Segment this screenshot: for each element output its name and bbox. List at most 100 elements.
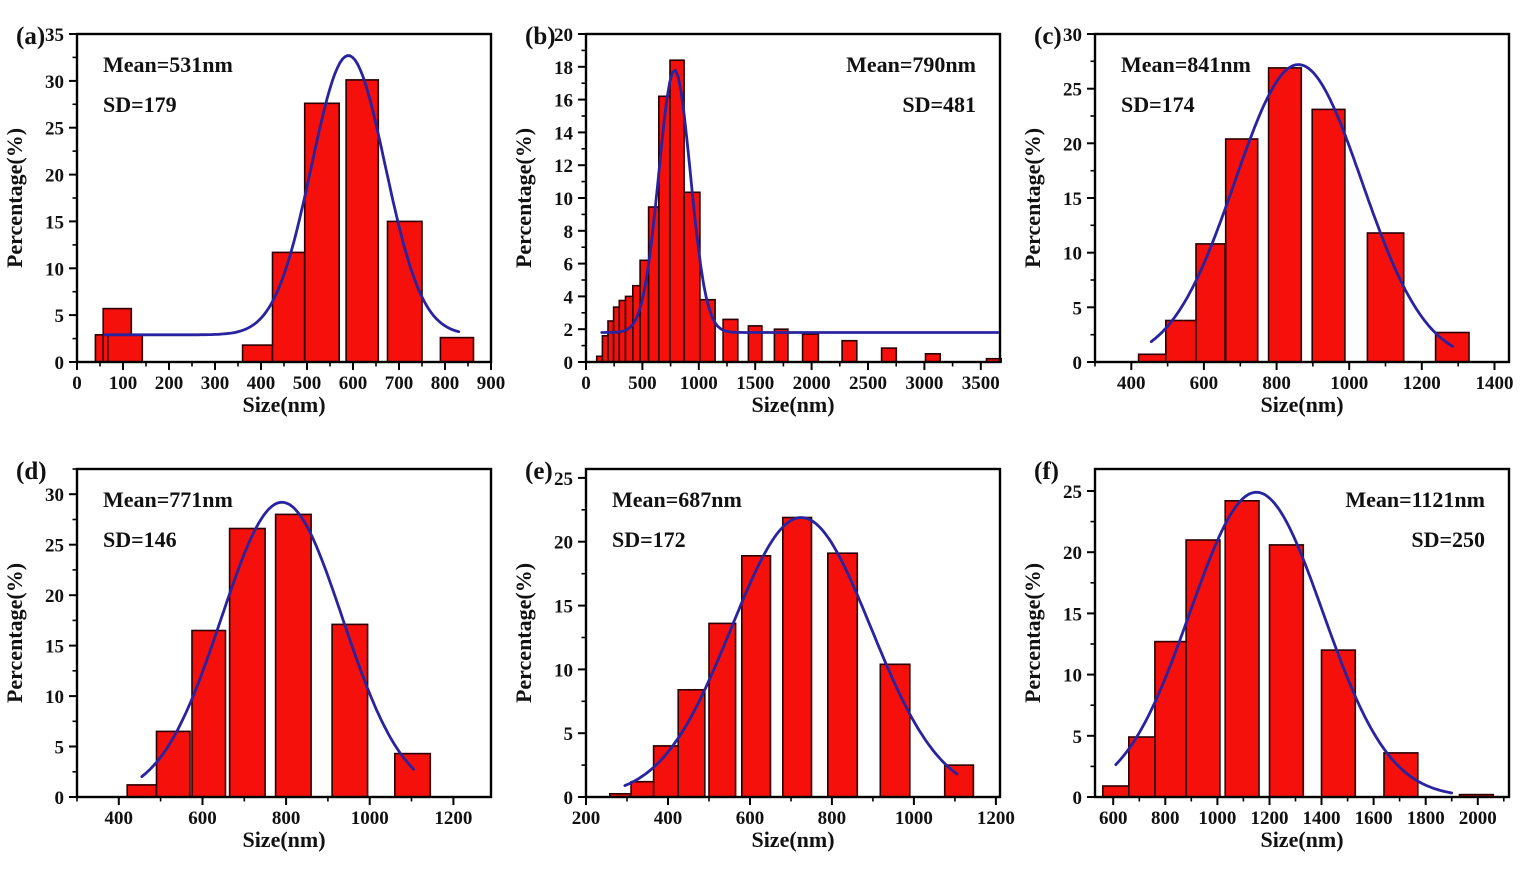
x-tick-label: 800 <box>272 808 301 829</box>
y-axis-title: Percentage(%) <box>2 128 27 268</box>
histogram-bar <box>826 552 859 798</box>
x-tick-label: 2000 <box>1459 808 1497 829</box>
x-tick-label: 1000 <box>1330 373 1368 394</box>
histogram-bar <box>943 764 975 798</box>
x-tick-label: 600 <box>1099 808 1128 829</box>
panel-letter: (b) <box>525 23 556 50</box>
histogram-bar <box>880 347 898 363</box>
y-tick-label: 15 <box>45 212 64 233</box>
y-tick-label: 0 <box>1073 788 1083 809</box>
y-tick-label: 0 <box>55 353 65 374</box>
fit-curve <box>140 500 415 778</box>
y-tick-label: 10 <box>1063 666 1082 687</box>
histogram-panel-e: 200 400 600 800 1000 1200 0 5 10 15 20 25 Size(nm) Pe… <box>511 458 1015 852</box>
x-tick-label: 800 <box>431 373 460 394</box>
x-tick-label: 1400 <box>1303 808 1341 829</box>
histogram-bar <box>741 555 772 798</box>
y-tick-label: 5 <box>1073 298 1083 319</box>
histogram-bar <box>107 333 144 363</box>
histogram-bar <box>271 251 306 363</box>
x-tick-label: 600 <box>339 373 368 394</box>
x-tick-label: 3000 <box>905 373 943 394</box>
x-tick-label: 1400 <box>1476 373 1514 394</box>
y-tick-label: 5 <box>55 738 65 759</box>
histogram-panel-c: 400 600 800 1000 1200 1400 0 5 10 15 20 25 30 Size(nm… <box>1020 23 1514 417</box>
plot-frame <box>75 467 493 799</box>
panel-a: 0 100 200 300 400 500 600 700 800 900 0 5 10 15 20 25 30… <box>0 0 509 435</box>
x-tick-label: 600 <box>1190 373 1219 394</box>
stat-annotation: SD=172 <box>612 527 686 552</box>
fit-curve <box>1149 63 1455 348</box>
histogram-bar <box>1165 319 1197 363</box>
x-axis-title: Size(nm) <box>1260 827 1343 852</box>
stat-annotation: SD=174 <box>1121 92 1195 117</box>
y-tick-label: 10 <box>45 259 64 280</box>
x-tick-label: 600 <box>736 808 765 829</box>
stat-annotation: SD=250 <box>1411 527 1485 552</box>
histogram-bar <box>801 333 820 363</box>
y-tick-label: 15 <box>1063 604 1082 625</box>
y-tick-label: 5 <box>55 306 65 327</box>
x-tick-label: 1200 <box>1251 808 1289 829</box>
histogram-bar <box>303 102 341 363</box>
x-tick-label: 2500 <box>849 373 887 394</box>
x-tick-label: 700 <box>385 373 414 394</box>
y-tick-label: 25 <box>45 119 64 140</box>
panel-letter: (c) <box>1034 23 1062 50</box>
y-tick-label: 25 <box>554 469 573 490</box>
stat-annotation: Mean=841nm <box>1121 52 1251 77</box>
x-tick-label: 400 <box>1117 373 1146 394</box>
histogram-bar <box>1195 243 1226 363</box>
x-tick-label: 100 <box>109 373 138 394</box>
histogram-bar <box>386 220 423 363</box>
x-tick-label: 1500 <box>736 373 774 394</box>
histogram-bar <box>773 328 789 363</box>
stat-annotation: Mean=771nm <box>103 487 233 512</box>
histogram-bar <box>439 336 475 363</box>
y-tick-label: 20 <box>554 533 573 554</box>
x-tick-label: 3500 <box>962 373 1000 394</box>
histogram-panel-a: 0 100 200 300 400 500 600 700 800 900 0 5 10 15 20 25 30… <box>2 23 505 417</box>
x-tick-label: 800 <box>1151 808 1180 829</box>
histogram-bar <box>683 191 701 363</box>
fit-curve <box>103 54 461 337</box>
y-tick-label: 35 <box>45 25 64 46</box>
x-tick-label: 1200 <box>1403 373 1441 394</box>
x-axis-title: Size(nm) <box>242 827 325 852</box>
y-tick-label: 5 <box>564 724 574 745</box>
plot-frame <box>584 467 1002 799</box>
y-tick-label: 0 <box>564 353 574 374</box>
x-tick-label: 200 <box>572 808 601 829</box>
panel-letter: (f) <box>1034 458 1059 485</box>
histogram-bar <box>612 306 620 363</box>
histogram-bar <box>228 527 266 798</box>
x-axis-title: Size(nm) <box>751 827 834 852</box>
y-tick-label: 14 <box>554 123 574 144</box>
y-tick-label: 20 <box>1063 543 1082 564</box>
panel-letter: (e) <box>525 458 553 485</box>
y-tick-label: 18 <box>554 58 573 79</box>
histogram-bar <box>345 79 380 363</box>
histogram-bar <box>924 352 941 363</box>
x-tick-label: 500 <box>293 373 322 394</box>
panel-b: 0 500 1000 1500 2000 2500 3000 3500 0 2 4 6 8 10 12 14 1… <box>509 0 1018 435</box>
histogram-bar <box>658 95 671 363</box>
y-tick-label: 20 <box>45 586 64 607</box>
y-tick-label: 20 <box>554 25 573 46</box>
panel-letter: (d) <box>16 458 47 485</box>
y-tick-label: 12 <box>554 156 573 177</box>
histogram-bar <box>1311 108 1346 363</box>
histogram-bar <box>1224 500 1260 798</box>
y-tick-label: 0 <box>1073 353 1083 374</box>
x-tick-label: 400 <box>654 808 683 829</box>
histogram-bar <box>677 689 706 798</box>
stat-annotation: SD=179 <box>103 92 177 117</box>
x-tick-label: 800 <box>818 808 847 829</box>
y-tick-label: 0 <box>55 788 65 809</box>
y-tick-label: 16 <box>554 91 573 112</box>
x-tick-label: 0 <box>72 373 82 394</box>
y-axis-title: Percentage(%) <box>511 563 536 703</box>
panel-e: 200 400 600 800 1000 1200 0 5 10 15 20 25 Size(nm) Pe… <box>509 435 1018 871</box>
x-tick-label: 800 <box>1262 373 1291 394</box>
panel-f: 600 800 1000 1200 1400 1600 1800 2000 0 5 10 15 20 25… <box>1018 435 1527 871</box>
